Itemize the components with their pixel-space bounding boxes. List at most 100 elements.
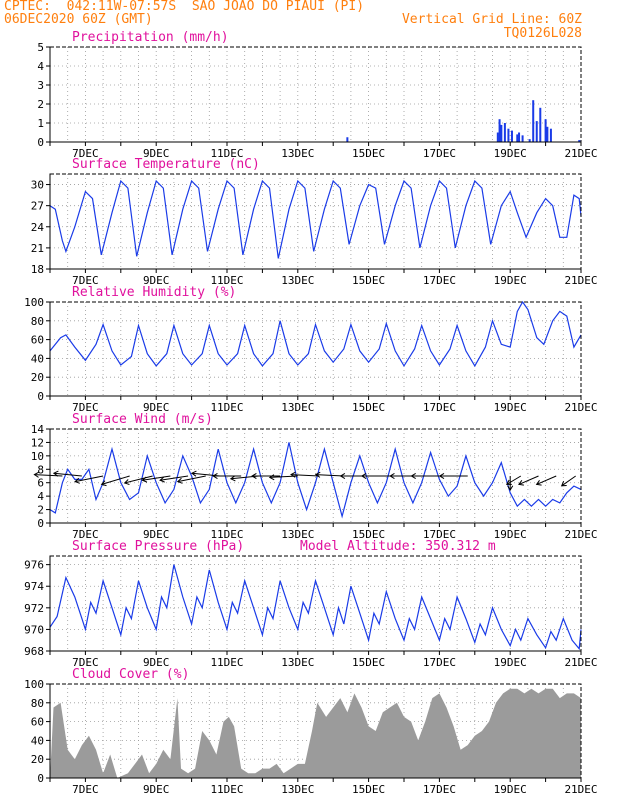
x-tick-label: 7DEC (72, 401, 99, 414)
y-tick-label: 10 (31, 450, 44, 463)
x-tick-label: 21DEC (564, 528, 597, 541)
wind-vector-head (507, 485, 514, 491)
panel-cloud: Cloud Cover (%) 7DEC 9DEC 11DEC 13DEC 15DEC 17… (24, 667, 597, 796)
wind-vector-head (229, 475, 236, 482)
x-tick-label: 21DEC (564, 274, 597, 287)
wind-vector-head (190, 470, 197, 477)
x-tick-label: 21DEC (564, 783, 597, 796)
y-tick-label: 976 (24, 559, 44, 572)
wind-vector-head (290, 471, 296, 478)
wind-vector (536, 475, 557, 485)
x-tick-label: 19DEC (494, 783, 527, 796)
precip-bar (546, 126, 549, 142)
panel-frame (49, 301, 582, 397)
y-tick-label: 1 (37, 117, 44, 130)
x-tick-label: 13DEC (281, 656, 314, 669)
y-tick-label: 4 (37, 490, 44, 503)
header-grid-note: Vertical Grid Line: 60Z (401, 12, 582, 27)
panel-precip: Precipitation (mm/h)7DEC 9DEC 11DEC 13DEC 15… (37, 30, 597, 160)
precip-bar (535, 121, 538, 142)
precip-bar (578, 140, 581, 142)
x-tick-label: 9DEC (143, 401, 170, 414)
x-tick-label: 15DEC (352, 274, 385, 287)
y-tick-label: 970 (24, 623, 44, 636)
x-tick-label: 7DEC (72, 147, 99, 160)
y-tick-label: 4 (37, 60, 44, 73)
panel-wind: Surface Wind (m/s) 7DEC 9DEC 11DEC 13DEC 15DE… (31, 412, 598, 541)
panel-temp: Surface Temperature (nC) 7DEC 9DEC 11DEC 13D… (31, 157, 598, 287)
x-tick-label: 17DEC (423, 528, 456, 541)
x-tick-label: 9DEC (143, 783, 170, 796)
x-tick-label: 15DEC (352, 528, 385, 541)
precip-bar (549, 128, 552, 142)
series-line-temp (49, 179, 582, 259)
y-tick-label: 6 (37, 477, 44, 490)
x-tick-label: 21DEC (564, 147, 597, 160)
wind-vector-head (438, 472, 445, 480)
x-tick-label: 13DEC (281, 401, 314, 414)
y-tick-label: 30 (31, 179, 44, 192)
precip-bar (346, 137, 349, 142)
wind-vector-head (339, 472, 346, 480)
cloud-area (50, 688, 581, 778)
wind-vector-head (560, 481, 567, 487)
y-tick-label: 972 (24, 602, 44, 615)
wind-vector-head (535, 480, 542, 486)
header-date: 06DEC2020 60Z (GMT) (4, 12, 153, 27)
y-tick-label: 0 (37, 517, 44, 530)
y-tick-label: 24 (31, 221, 45, 234)
y-tick-label: 60 (31, 334, 44, 347)
x-tick-label: 9DEC (143, 147, 170, 160)
wind-vector (101, 475, 130, 485)
wind-vector (506, 475, 522, 485)
y-tick-label: 0 (37, 772, 44, 785)
x-tick-label: 7DEC (72, 656, 99, 669)
wind-vector (291, 474, 320, 477)
wind-vector-head (251, 472, 257, 480)
y-tick-label: 100 (24, 678, 44, 691)
precip-bar (510, 130, 513, 142)
panel-title-rh: Relative Humidity (%) (72, 285, 236, 300)
wind-vector-head (505, 479, 512, 485)
panel-title-cloud: Cloud Cover (%) (72, 667, 189, 682)
wind-vector (159, 475, 189, 481)
wind-vector-head (268, 474, 275, 481)
x-tick-label: 19DEC (494, 528, 527, 541)
y-tick-label: 8 (37, 463, 44, 476)
precip-bar (518, 132, 521, 142)
wind-vector (142, 475, 171, 481)
panel-title-pressure: Surface Pressure (hPa) (72, 539, 244, 554)
precip-bar (521, 135, 524, 142)
wind-vector (315, 474, 344, 477)
x-tick-label: 13DEC (281, 528, 314, 541)
y-tick-label: 974 (24, 580, 44, 593)
panel-pressure: Surface Pressure (hPa) Model Altitude: 35… (24, 539, 597, 669)
x-tick-label: 15DEC (352, 401, 385, 414)
y-tick-label: 40 (31, 734, 44, 747)
x-tick-label: 13DEC (281, 147, 314, 160)
header-line-1: CPTEC: 042:11W-07:57S SAO JOAO DO PIAUI … (4, 0, 365, 14)
x-tick-label: 13DEC (281, 274, 314, 287)
wind-vector-head (141, 476, 148, 483)
wind-vector-head (360, 472, 367, 480)
y-tick-label: 968 (24, 645, 44, 658)
wind-vector-head (314, 471, 321, 478)
y-tick-label: 20 (31, 753, 44, 766)
x-tick-label: 15DEC (352, 783, 385, 796)
x-tick-label: 21DEC (564, 401, 597, 414)
x-tick-label: 17DEC (423, 401, 456, 414)
wind-vector (518, 475, 539, 485)
x-tick-label: 19DEC (494, 274, 527, 287)
series-line-rh (49, 300, 582, 368)
x-tick-label: 11DEC (210, 656, 243, 669)
wind-vector-head (389, 472, 395, 480)
series-line-pressure (49, 564, 582, 651)
wind-vector (53, 472, 82, 477)
panel-title-temp: Surface Temperature (nC) (72, 157, 260, 172)
y-tick-label: 3 (37, 79, 44, 92)
wind-vector-head (74, 477, 80, 484)
y-tick-label: 100 (24, 296, 44, 309)
y-tick-label: 80 (31, 697, 44, 710)
x-tick-label: 9DEC (143, 274, 170, 287)
